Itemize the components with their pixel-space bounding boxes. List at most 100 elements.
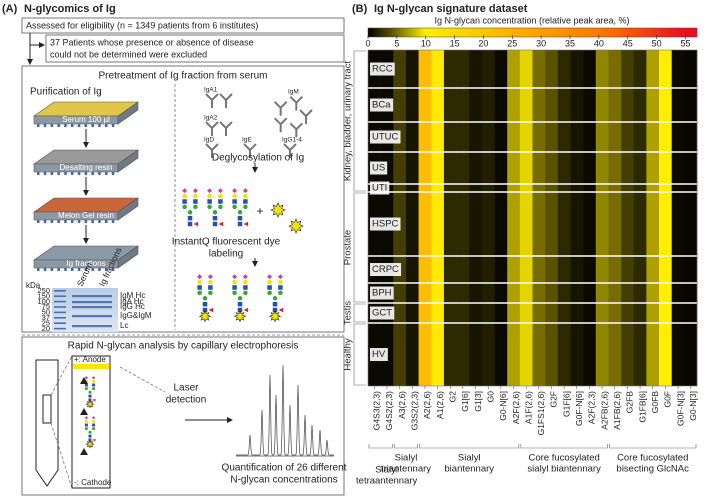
dye bbox=[85, 439, 95, 449]
antibody bbox=[219, 93, 233, 108]
well-tip bbox=[64, 124, 67, 127]
plate-side bbox=[117, 149, 139, 173]
antibody bbox=[299, 109, 313, 124]
heatmap-column bbox=[671, 50, 685, 386]
zoom-box bbox=[71, 355, 111, 489]
antibody bbox=[273, 117, 288, 133]
panel-label: (B) bbox=[352, 3, 368, 15]
group-bracket bbox=[394, 444, 418, 449]
heatmap-column bbox=[418, 50, 432, 386]
monosaccharide bbox=[92, 379, 96, 383]
column-group-label: bisecting GlcNAc bbox=[617, 464, 690, 475]
gel-marker: 250 bbox=[37, 286, 50, 295]
row-label-bg bbox=[370, 217, 401, 231]
laser-label: detection bbox=[166, 395, 207, 406]
mark bbox=[80, 377, 88, 384]
plates: Serum 100 µl Desalting resin Melon Gel res… bbox=[33, 101, 139, 271]
monosaccharide bbox=[84, 383, 88, 387]
row-label: UTUC bbox=[372, 132, 399, 143]
section-title: Pretreatment of Ig fraction from serum bbox=[99, 71, 268, 82]
heatmap-column bbox=[659, 50, 672, 386]
plate-side bbox=[117, 245, 139, 269]
monosaccharide bbox=[218, 199, 223, 204]
column-label: G1F[6] bbox=[561, 391, 571, 417]
row-label-bg bbox=[370, 130, 401, 144]
panel-label: (A) bbox=[2, 3, 18, 15]
antibody-label: IgG1-4 bbox=[282, 137, 302, 144]
monosaccharide bbox=[202, 301, 208, 307]
monosaccharide bbox=[193, 193, 198, 199]
column-label: A3(2,6) bbox=[397, 391, 407, 419]
fucose bbox=[243, 221, 249, 227]
monosaccharide bbox=[242, 188, 248, 194]
monosaccharide bbox=[197, 279, 202, 285]
well-tip bbox=[71, 124, 74, 127]
laser-band bbox=[73, 364, 109, 369]
well-tip bbox=[57, 172, 60, 175]
monosaccharide bbox=[91, 376, 96, 380]
column-label: G2F bbox=[549, 391, 559, 408]
antibody-label: IgA2 bbox=[204, 115, 218, 122]
heatmap-column bbox=[557, 50, 571, 386]
colorbar-tick-label: 55 bbox=[680, 38, 690, 48]
monosaccharide bbox=[91, 416, 96, 420]
colorbar-tick-label: 25 bbox=[507, 38, 517, 48]
step-title: labeling bbox=[209, 249, 243, 260]
well-tip bbox=[77, 124, 81, 127]
monosaccharide bbox=[182, 193, 187, 199]
well-tip bbox=[50, 268, 54, 271]
heatmap-column bbox=[595, 50, 609, 386]
monosaccharide bbox=[197, 285, 202, 290]
gel-band-label: IgM Hc bbox=[120, 291, 145, 300]
monosaccharide bbox=[237, 307, 243, 313]
dye bbox=[268, 310, 282, 323]
monosaccharide bbox=[84, 427, 88, 431]
well-tip bbox=[57, 124, 60, 127]
well-tip bbox=[77, 220, 81, 223]
column-label: G4S3(2,3) bbox=[372, 391, 382, 430]
plate-label: Melon Gel resin bbox=[58, 211, 114, 220]
gel-band bbox=[72, 295, 112, 298]
monosaccharide bbox=[207, 199, 212, 204]
gel-band bbox=[54, 322, 66, 324]
well-tip bbox=[64, 172, 67, 175]
well-tip bbox=[105, 172, 108, 175]
electropherogram bbox=[236, 364, 334, 456]
column-label: A2(2,6) bbox=[422, 391, 432, 419]
gel-band bbox=[54, 306, 66, 308]
well-tip bbox=[111, 268, 115, 271]
gel-band bbox=[54, 300, 66, 303]
group-bracket bbox=[419, 444, 520, 449]
well-tip bbox=[43, 124, 47, 127]
column-label: G1FS1(2,6) bbox=[536, 391, 546, 436]
column-label: A2F(2,3) bbox=[587, 391, 597, 424]
column-group-label: Sialyl bbox=[395, 453, 418, 464]
antibody bbox=[219, 121, 233, 136]
column-label: G1FB[6] bbox=[637, 391, 647, 423]
monosaccharide bbox=[232, 285, 237, 290]
well-tip bbox=[111, 220, 115, 223]
monosaccharide bbox=[232, 279, 237, 285]
step-title: InstantQ fluorescent dye bbox=[172, 237, 281, 248]
monosaccharide bbox=[212, 210, 218, 215]
well-tip bbox=[111, 172, 115, 175]
heatmap-column bbox=[507, 50, 521, 386]
monosaccharide bbox=[237, 215, 243, 221]
well-tip bbox=[98, 220, 101, 223]
monosaccharide bbox=[237, 210, 243, 215]
well-tip bbox=[91, 268, 94, 271]
well-tip bbox=[105, 220, 108, 223]
well-tip bbox=[77, 268, 81, 271]
well-tip bbox=[64, 220, 67, 223]
well-tip bbox=[71, 172, 74, 175]
gel-band bbox=[54, 317, 66, 319]
row-label-bg bbox=[370, 263, 402, 277]
colorbar-tick-label: 30 bbox=[536, 38, 546, 48]
monosaccharide bbox=[84, 416, 89, 420]
colorbar-tick-label: 50 bbox=[652, 38, 662, 48]
colorbar-tick-label: 15 bbox=[450, 38, 460, 48]
dye bbox=[85, 399, 95, 409]
row-label: HSPC bbox=[372, 219, 399, 230]
monosaccharide bbox=[217, 188, 223, 194]
